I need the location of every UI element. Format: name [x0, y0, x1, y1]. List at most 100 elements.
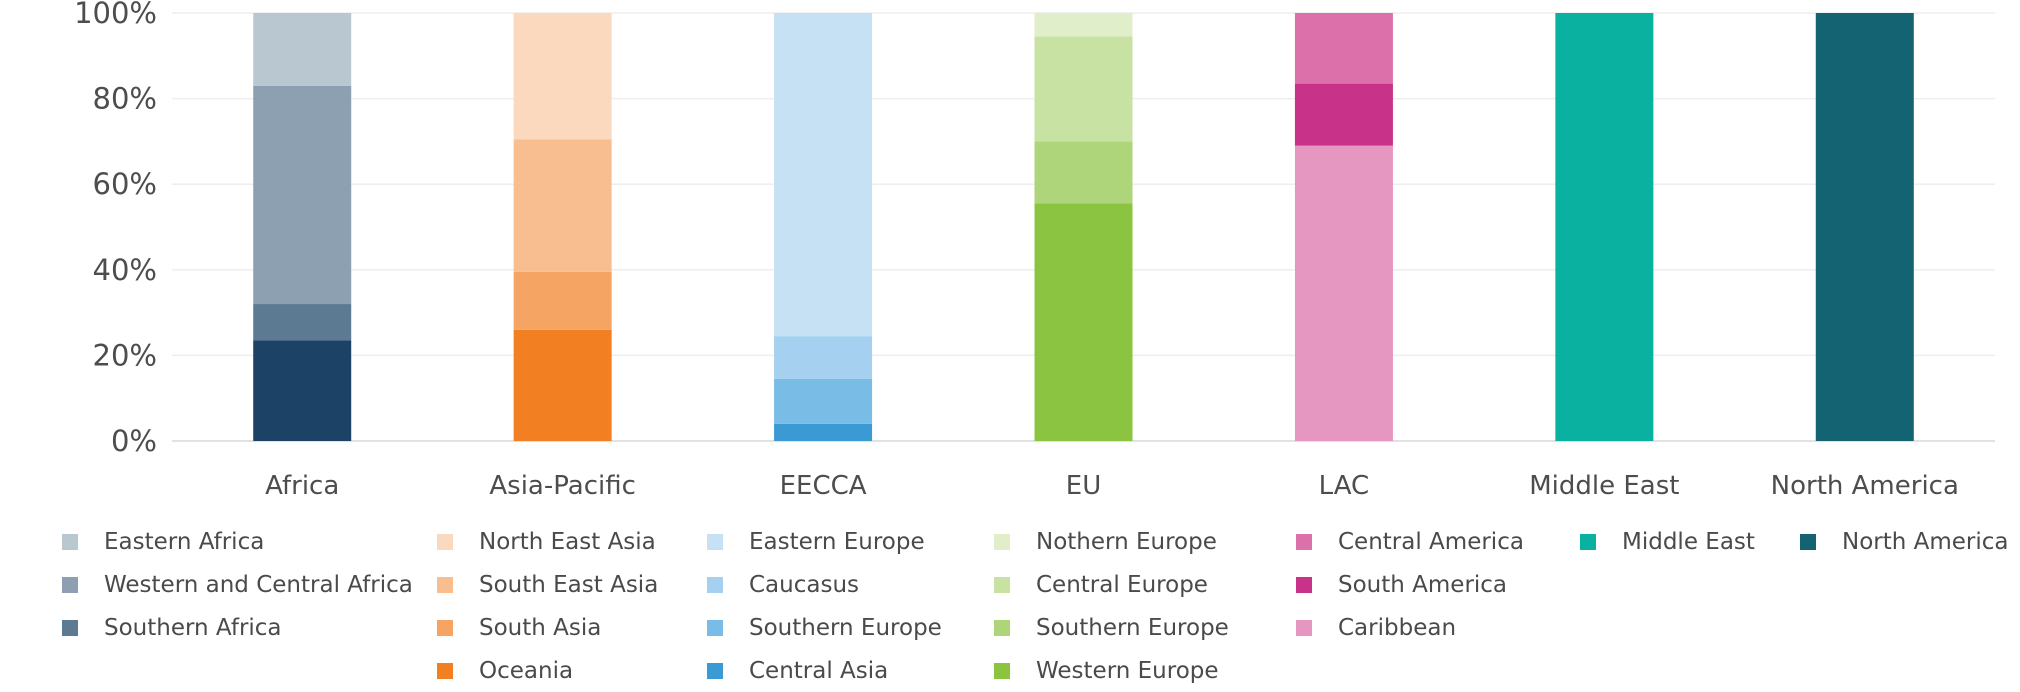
legend-column: North East Asia South East Asia South Asia…	[437, 520, 658, 692]
legend-swatch	[1800, 533, 1816, 550]
legend-item: Central America	[1296, 520, 1524, 563]
legend-item: Western Europe	[994, 649, 1229, 692]
legend-label: Caribbean	[1338, 614, 1457, 641]
legend-swatch	[437, 662, 453, 679]
y-tick-label: 40%	[93, 253, 157, 287]
y-tick-label: 80%	[93, 82, 157, 116]
x-tick-label: EU	[1066, 471, 1101, 501]
x-tick-label: North America	[1771, 471, 1959, 501]
legend-item: Central Asia	[707, 649, 942, 692]
legend-label: Caucasus	[749, 571, 860, 598]
legend-label: Middle East	[1622, 528, 1755, 555]
legend-item: Caucasus	[707, 563, 942, 606]
legend-swatch	[994, 619, 1010, 636]
legend-item: Southern Europe	[994, 606, 1229, 649]
x-tick-label: Africa	[265, 471, 339, 501]
legend-swatch	[1296, 533, 1312, 550]
x-tick-label: EECCA	[780, 471, 867, 501]
bar-segment	[1034, 36, 1133, 142]
bar-segment	[1294, 83, 1393, 146]
bar-segment	[1034, 13, 1133, 37]
legend-label: Nothern Europe	[1036, 528, 1217, 555]
legend-item: South America	[1296, 563, 1524, 606]
x-tick-label: Middle East	[1529, 471, 1679, 501]
bar-segment	[253, 304, 352, 341]
legend-label: Southern Europe	[749, 614, 942, 641]
legend-swatch	[62, 576, 78, 593]
legend-label: Southern Europe	[1036, 614, 1229, 641]
bar-segment	[253, 85, 352, 305]
legend-swatch	[62, 619, 78, 636]
legend-swatch	[1296, 619, 1312, 636]
legend-swatch	[437, 619, 453, 636]
bar-segment	[1294, 145, 1393, 441]
legend-item: Nothern Europe	[994, 520, 1229, 563]
legend-swatch	[707, 619, 723, 636]
legend-column: Eastern Africa Western and Central Africa…	[62, 520, 413, 649]
legend-label: Eastern Africa	[104, 528, 265, 555]
bar-segment	[253, 340, 352, 441]
legend-label: South America	[1338, 571, 1508, 598]
legend-item: Eastern Europe	[707, 520, 942, 563]
legend-swatch	[994, 662, 1010, 679]
legend-label: Western and Central Africa	[104, 571, 413, 598]
bar-segment	[1034, 203, 1133, 441]
legend-swatch	[1296, 576, 1312, 593]
legend-item: South East Asia	[437, 563, 658, 606]
legend-item: Middle East	[1580, 520, 1755, 563]
legend-column: Central America South America Caribbean	[1296, 520, 1524, 649]
legend-label: Central Europe	[1036, 571, 1208, 598]
x-tick-label: Asia-Pacific	[489, 471, 636, 501]
legend-swatch	[62, 533, 78, 550]
bar-segment	[1034, 141, 1133, 204]
bar-segment	[774, 378, 873, 424]
legend-swatch	[994, 576, 1010, 593]
y-tick-label: 60%	[93, 167, 157, 201]
bar-segment	[1555, 13, 1654, 441]
y-tick-label: 0%	[111, 424, 157, 458]
legend-label: South Asia	[479, 614, 602, 641]
legend-item: South Asia	[437, 606, 658, 649]
legend-swatch	[994, 533, 1010, 550]
bar-segment	[513, 271, 612, 330]
legend-swatch	[437, 576, 453, 593]
legend-item: Eastern Africa	[62, 520, 413, 563]
legend-label: North America	[1842, 528, 2009, 555]
legend-item: Southern Europe	[707, 606, 942, 649]
legend-column: Eastern Europe Caucasus Southern Europe Cen…	[707, 520, 942, 692]
x-axis-labels: Africa Asia-Pacific EECCA EU LAC Middle East N…	[265, 471, 1959, 501]
legend-label: Southern Africa	[104, 614, 282, 641]
legend-label: Western Europe	[1036, 657, 1219, 684]
legend-label: Central Asia	[749, 657, 889, 684]
legend-label: Oceania	[479, 657, 574, 684]
legend-item: Oceania	[437, 649, 658, 692]
bar-segment	[1294, 13, 1393, 84]
x-tick-label: LAC	[1319, 471, 1370, 501]
legend-column: Nothern Europe Central Europe Southern Eur…	[994, 520, 1229, 692]
bar-segment	[513, 139, 612, 272]
bar-segment	[774, 423, 873, 441]
legend-label: Eastern Europe	[749, 528, 925, 555]
y-tick-label: 100%	[74, 0, 157, 30]
bar-segment	[774, 13, 873, 337]
legend-item: Western and Central Africa	[62, 563, 413, 606]
bar-segment	[513, 329, 612, 441]
legend-column: Middle East	[1580, 520, 1755, 563]
legend-swatch	[437, 533, 453, 550]
bar-segment	[1815, 13, 1914, 441]
legend-item: Caribbean	[1296, 606, 1524, 649]
legend-swatch	[707, 533, 723, 550]
chart-bars	[253, 13, 1914, 441]
legend-item: Southern Africa	[62, 606, 413, 649]
y-tick-label: 20%	[93, 338, 157, 372]
stacked-bar-chart: 0% 20% 40% 60% 80% 100% Africa Asia-Pacific EEC…	[74, 0, 1995, 501]
legend-item: Central Europe	[994, 563, 1229, 606]
legend-swatch	[1580, 533, 1596, 550]
legend-label: Central America	[1338, 528, 1524, 555]
y-axis-ticks: 0% 20% 40% 60% 80% 100%	[74, 0, 157, 458]
legend-label: South East Asia	[479, 571, 659, 598]
legend-swatch	[707, 662, 723, 679]
legend-item: North America	[1800, 520, 2009, 563]
legend-column: North America	[1800, 520, 2009, 563]
legend-swatch	[707, 576, 723, 593]
